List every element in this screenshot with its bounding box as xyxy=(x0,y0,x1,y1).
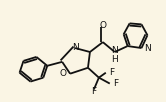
Text: H: H xyxy=(111,55,118,64)
Text: N: N xyxy=(111,46,118,55)
Text: F: F xyxy=(91,86,96,95)
Text: N: N xyxy=(72,43,79,52)
Text: N: N xyxy=(144,44,151,53)
Text: F: F xyxy=(113,79,118,88)
Text: O: O xyxy=(59,69,66,78)
Text: F: F xyxy=(109,68,114,77)
Text: O: O xyxy=(99,21,106,30)
